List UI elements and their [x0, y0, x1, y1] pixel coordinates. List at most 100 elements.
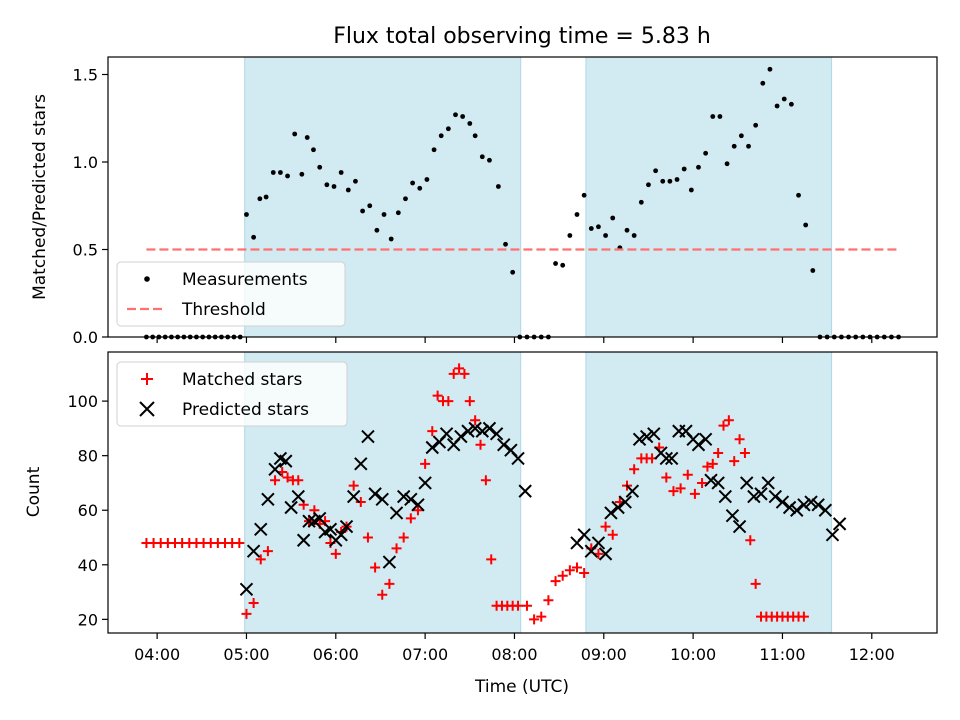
matched-star-point — [448, 368, 459, 379]
matched-star-point — [702, 461, 713, 472]
predicted-star-point — [291, 489, 305, 504]
predicted-star-point — [790, 503, 804, 517]
predicted-star-point — [775, 495, 790, 509]
predicted-star-point — [339, 519, 354, 534]
measurement-point — [270, 170, 276, 175]
matched-star-point — [384, 578, 395, 589]
measurement-point — [674, 177, 680, 182]
measurement-point — [760, 80, 766, 86]
predicted-star-point — [725, 508, 740, 523]
matched-star-point — [377, 589, 388, 600]
measurement-point — [317, 164, 323, 170]
x-tick-label: 05:00 — [223, 645, 269, 664]
matched-star-point — [398, 532, 409, 543]
y-tick-label: 100 — [67, 392, 98, 411]
measurement-point — [688, 187, 694, 193]
predicted-star-point — [598, 547, 613, 561]
top-panel: 0.0 0.5 1.0 1.5 Measurements Threshold — [73, 56, 938, 347]
measurement-point — [746, 143, 751, 149]
matched-star-point — [697, 477, 708, 488]
predicted-star-point — [468, 421, 482, 436]
measurement-point — [472, 133, 478, 139]
predicted-star-point — [782, 500, 797, 515]
matched-star-point — [745, 535, 756, 546]
measurement-point — [338, 170, 344, 175]
matched-star-point — [405, 513, 416, 524]
measurement-point — [487, 157, 492, 163]
matched-star-point — [248, 597, 259, 608]
predicted-star-point — [647, 427, 661, 441]
matched-star-point — [486, 554, 497, 565]
predicted-star-point — [639, 429, 654, 444]
measurement-point — [251, 234, 257, 240]
matched-star-point — [713, 447, 724, 458]
measurement-point — [460, 114, 466, 119]
matched-star-point — [480, 475, 491, 486]
measurement-point — [588, 226, 594, 231]
predicted-star-point — [664, 451, 679, 466]
matched-star-point — [391, 543, 402, 554]
predicted-star-point — [747, 489, 761, 504]
measurement-point — [510, 269, 516, 275]
matched-star-point — [550, 576, 561, 587]
measurement-point — [345, 187, 351, 193]
measurement-point — [774, 103, 780, 109]
predicted-star-point — [797, 498, 811, 512]
matched-star-point — [707, 458, 718, 469]
predicted-star-point — [354, 457, 368, 471]
measurement-point — [717, 114, 723, 119]
measurement-point — [724, 161, 730, 167]
measurement-point — [567, 233, 573, 238]
predicted-star-point — [313, 511, 327, 526]
observing-interval — [244, 351, 522, 634]
matched-star-point — [718, 420, 729, 431]
matched-star-point — [689, 488, 700, 499]
measurement-point — [360, 208, 365, 214]
matched-star-point — [571, 562, 582, 573]
predicted-star-point — [625, 484, 640, 498]
legend-predicted-swatch — [139, 401, 155, 417]
measurement-point — [257, 196, 263, 202]
measurement-point — [381, 212, 387, 217]
matched-star-point — [536, 611, 547, 622]
matched-star-point — [682, 469, 693, 480]
legend-entry-label: Predicted stars — [182, 400, 309, 420]
measurement-point — [445, 126, 451, 132]
matched-star-point — [557, 570, 568, 581]
top-y-axis-label: Matched/Predicted stars — [30, 94, 50, 300]
measurement-point — [631, 233, 637, 238]
observing-interval — [585, 351, 833, 634]
measurement-point — [560, 262, 566, 268]
matched-star-point — [234, 537, 245, 548]
predicted-star-point — [361, 429, 375, 444]
matched-star-point — [798, 611, 809, 622]
measurement-point — [703, 150, 709, 156]
measurement-point — [367, 203, 373, 209]
measurement-point — [596, 224, 601, 230]
measurement-point — [467, 121, 473, 126]
measurement-point — [395, 210, 401, 216]
matched-star-point — [564, 565, 575, 576]
measurement-point — [263, 194, 269, 200]
matched-star-point — [475, 439, 486, 450]
measurement-point — [681, 166, 687, 172]
predicted-star-point — [832, 517, 847, 531]
predicted-star-point — [396, 489, 411, 504]
measurement-point — [667, 178, 673, 184]
predicted-star-point — [334, 528, 348, 542]
y-tick-label: 80 — [78, 447, 98, 466]
matched-star-point — [330, 548, 341, 559]
matched-star-point — [675, 483, 686, 494]
matched-star-point — [443, 396, 454, 407]
measurement-point — [495, 184, 501, 189]
matched-star-point — [513, 600, 524, 611]
predicted-star-point — [261, 492, 275, 507]
bottom-y-axis-label: Count — [24, 466, 44, 517]
measurement-point — [299, 171, 305, 177]
matched-star-point — [412, 505, 423, 516]
predicted-star-point — [804, 495, 818, 509]
predicted-star-point — [659, 451, 674, 466]
predicted-star-point — [711, 476, 725, 490]
measurement-point — [696, 164, 701, 170]
measurement-point — [278, 170, 283, 175]
